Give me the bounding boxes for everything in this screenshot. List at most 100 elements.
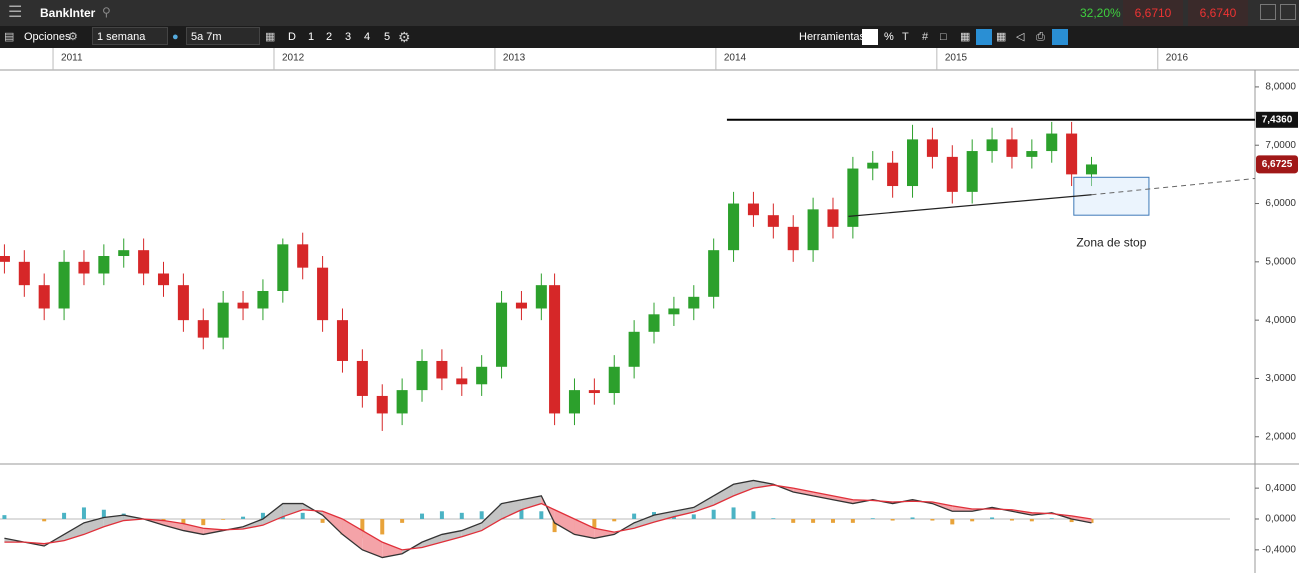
period-button[interactable]: D [288, 31, 296, 43]
tool-button[interactable] [976, 29, 992, 45]
x-tick-label: 2011 [61, 53, 83, 64]
candle-body [747, 203, 759, 216]
tool-button[interactable]: ⎙ [1036, 31, 1045, 43]
change: 32,20% [1080, 6, 1121, 20]
x-tick-label: 2012 [282, 53, 305, 64]
histogram-bar [479, 511, 484, 519]
histogram-bar [731, 507, 736, 519]
tool-button[interactable]: # [922, 31, 929, 43]
histogram-bar [81, 507, 86, 519]
candle-body [138, 250, 150, 274]
window-button[interactable] [1280, 4, 1296, 20]
histogram-bar [930, 519, 935, 521]
candle-body [767, 215, 779, 227]
candle-body [708, 250, 720, 297]
period-button[interactable]: 3 [345, 31, 352, 43]
search-icon[interactable]: ⚲ [102, 5, 111, 19]
histogram-bar [439, 511, 444, 519]
candle-body [1066, 133, 1078, 175]
macd-fill [673, 507, 694, 517]
period-button[interactable]: 5 [384, 31, 391, 43]
x-tick-label: 2016 [1166, 53, 1189, 64]
settings-icon[interactable]: ⚙ [398, 29, 411, 45]
histogram-bar [221, 519, 226, 520]
top-bar: ☰ BankInter ⚲ 32,20% 6,6710 6,6740 [0, 0, 1299, 26]
resistance-tag [1256, 111, 1298, 128]
x-tick-label: 2015 [945, 53, 968, 64]
window-button[interactable] [1260, 4, 1276, 20]
candle-body [98, 256, 110, 274]
y-tick-label: 0,4000 [1265, 483, 1296, 494]
tool-button[interactable]: □ [940, 31, 947, 43]
candle-body [356, 360, 368, 396]
y-tick-label: 8,0000 [1265, 82, 1296, 93]
ask[interactable]: 6,6740 [1188, 0, 1248, 26]
candle-body [1006, 139, 1018, 157]
macd-fill [362, 530, 383, 558]
candle-body [907, 139, 919, 187]
signal-line [4, 484, 1092, 551]
histogram-bar [380, 519, 385, 535]
range-select[interactable]: 5a 7m [186, 27, 260, 45]
candle-body [728, 203, 740, 251]
menu-icon[interactable]: ☰ [8, 4, 23, 21]
tool-button[interactable]: T [902, 31, 909, 43]
histogram-bar [870, 518, 875, 519]
period-button[interactable]: 4 [364, 31, 371, 43]
histogram-bar [632, 513, 637, 519]
macd-fill [481, 503, 502, 531]
macd-fill [1071, 515, 1092, 523]
histogram-bar [181, 519, 186, 526]
x-tick-label: 2013 [503, 53, 526, 64]
histogram-bar [612, 519, 617, 522]
tool-button[interactable] [862, 29, 878, 45]
period-button[interactable]: 1 [308, 31, 315, 43]
histogram-bar [260, 512, 265, 519]
macd-fill [441, 530, 462, 543]
candle-body [297, 244, 309, 268]
histogram-bar [1029, 519, 1034, 522]
y-tick-label: 0,0000 [1265, 514, 1296, 525]
support-line [848, 194, 1092, 217]
histogram-bar [711, 509, 716, 519]
candle-body [549, 285, 561, 414]
histogram-bar [811, 519, 816, 523]
candle-body [986, 139, 998, 152]
lock-icon[interactable]: ● [172, 31, 179, 43]
macd-fill [832, 495, 853, 504]
interval-select[interactable]: 1 semana [92, 27, 168, 45]
options[interactable]: Opciones [24, 31, 71, 43]
y-tick-label: 7,0000 [1265, 140, 1296, 151]
histogram-bar [201, 519, 206, 526]
y-tick-label: 3,0000 [1265, 373, 1296, 384]
candle-body [648, 314, 660, 332]
macd-fill [793, 488, 814, 496]
macd-fill [382, 542, 403, 558]
tool-button[interactable]: % [884, 31, 894, 43]
symbol[interactable]: BankInter [40, 6, 96, 20]
stop-zone [1073, 176, 1150, 216]
calendar-icon[interactable]: ▦ [265, 31, 276, 43]
macd-fill [813, 492, 833, 500]
histogram-bar [910, 517, 915, 519]
time-axis-bg [0, 48, 1299, 70]
candle-body [1026, 151, 1038, 157]
bid[interactable]: 6,6710 [1123, 0, 1183, 26]
tool-button[interactable]: ▦ [960, 31, 971, 43]
macd-fill [422, 534, 442, 548]
options-icon[interactable]: ▤ [4, 31, 15, 43]
settings-icon[interactable]: ⚙ [68, 31, 78, 43]
macd-line [4, 479, 1092, 559]
tool-button[interactable] [1052, 29, 1068, 45]
tool-button[interactable]: ◁ [1016, 31, 1025, 43]
candle-body [217, 302, 229, 338]
candle-body [1046, 133, 1058, 152]
period-button[interactable]: 2 [326, 31, 333, 43]
candle-body [18, 261, 30, 286]
histogram-bar [62, 512, 67, 519]
tools-label: Herramientas [799, 31, 866, 43]
tool-button[interactable]: ▦ [996, 31, 1007, 43]
histogram-bar [459, 512, 464, 519]
candle-body [515, 302, 527, 309]
histogram-bar [691, 514, 696, 519]
